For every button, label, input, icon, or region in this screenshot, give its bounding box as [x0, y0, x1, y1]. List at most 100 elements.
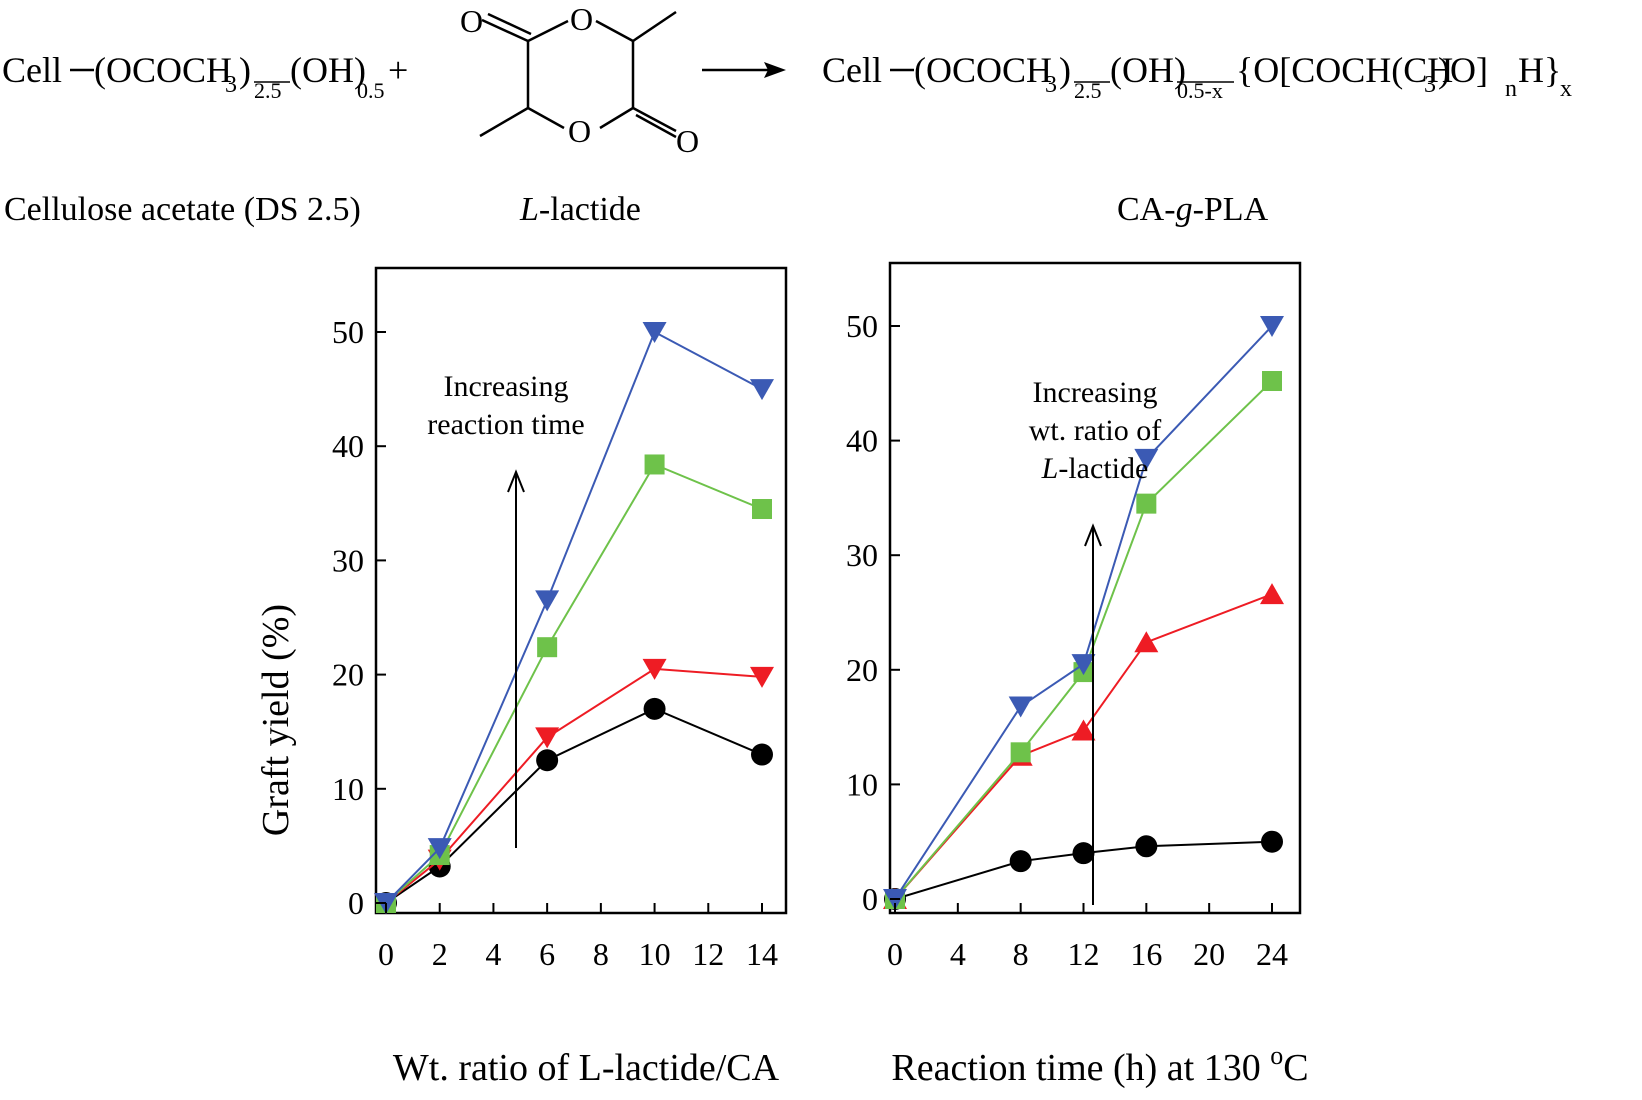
data-point-series-3 — [644, 454, 665, 475]
product-hydroxyl-ds: 0.5-x — [1177, 78, 1223, 103]
y-tick-label: 10 — [846, 766, 878, 802]
hydroxyl-group: (OH) — [290, 50, 366, 90]
carbonyl-oxygen-bottom: O — [676, 123, 699, 159]
x-tick-label: 6 — [539, 936, 555, 972]
x-tick-label: 8 — [1013, 936, 1029, 972]
data-point-series-2 — [535, 727, 560, 749]
graft-chain-n: n — [1505, 76, 1517, 102]
lactide-structure — [479, 10, 677, 139]
data-point-series-3 — [1010, 742, 1031, 763]
lactide-label: L-lactide — [519, 191, 641, 228]
data-point-series-1 — [536, 749, 559, 772]
graft-chain-b: )O] — [1438, 50, 1488, 90]
plus-sign: + — [388, 50, 408, 90]
y-axis-title: Graft yield (%) — [255, 604, 297, 836]
product-acetate-close: ) — [1059, 50, 1071, 90]
acetate-ds: 2.5 — [254, 78, 282, 103]
plot-frame-left — [374, 266, 788, 915]
x-tick-label: 4 — [950, 936, 966, 972]
data-point-series-1 — [1135, 835, 1158, 858]
data-point-series-4 — [535, 590, 560, 612]
y-tick-label: 40 — [846, 423, 878, 459]
y-tick-label: 0 — [348, 885, 364, 921]
data-point-series-4 — [1008, 696, 1033, 718]
reaction-scheme: Cell (OCOCH 3 ) 2.5 (OH) 0.5 + Cellulose… — [2, 1, 1572, 228]
data-point-series-1 — [643, 697, 666, 720]
cellulose-acetate-formula: Cell (OCOCH 3 ) 2.5 (OH) 0.5 + — [2, 50, 408, 103]
x-tick-label: 0 — [378, 936, 394, 972]
carbonyl-oxygen-top: O — [460, 3, 483, 39]
data-point-series-1 — [1009, 850, 1032, 873]
data-point-series-1 — [1261, 830, 1283, 853]
acetate-subscript: 3 — [225, 72, 237, 98]
chart-right: 0 10 20 30 40 50 0 4 8 12 16 20 24 Reaction time (h… — [846, 261, 1309, 1089]
annotation-right-line1: Increasing — [1033, 376, 1158, 409]
graft-chain-c: H} — [1518, 50, 1561, 90]
product-acetate-subscript: 3 — [1045, 72, 1057, 98]
cellulose-acetate-label: Cellulose acetate (DS 2.5) — [4, 191, 361, 228]
data-point-series-4 — [1071, 654, 1096, 676]
x-tick-label: 24 — [1256, 936, 1288, 972]
data-point-series-4 — [750, 379, 774, 401]
y-tick-label: 10 — [332, 771, 364, 807]
product-hydroxyl-group: (OH) — [1110, 50, 1186, 90]
product-acetate-group: (OCOCH — [914, 50, 1052, 90]
series-line-3 — [385, 463, 763, 904]
x-tick-label: 0 — [887, 936, 903, 972]
x-tick-label: 12 — [692, 936, 724, 972]
data-point-series-2 — [1134, 631, 1159, 653]
y-tick-label: 30 — [332, 542, 364, 578]
y-tick-label: 50 — [332, 314, 364, 350]
graft-chain-subscript: 3 — [1424, 72, 1436, 98]
product-label: CA-g-PLA — [1117, 191, 1269, 228]
annotation-right: Increasing wt. ratio of L-lactide — [1029, 376, 1161, 905]
y-tick-label: 30 — [846, 537, 878, 573]
annotation-right-line3: L-lactide — [1041, 452, 1149, 485]
data-point-series-1 — [1072, 842, 1095, 865]
ring-oxygen-top: O — [570, 1, 593, 37]
data-point-series-3 — [1262, 371, 1282, 392]
data-point-series-2 — [1071, 719, 1096, 741]
product-cell-prefix: Cell — [822, 50, 882, 90]
series-line-4 — [894, 325, 1273, 900]
data-point-series-3 — [1136, 493, 1157, 514]
x-axis-title-right: Reaction time (h) at 130 oC — [891, 1041, 1308, 1089]
annotation-left-line2: reaction time — [427, 408, 584, 441]
data-point-series-4 — [1134, 448, 1159, 470]
data-point-series-2 — [642, 658, 667, 680]
y-tick-label: 20 — [332, 657, 364, 693]
acetate-group: (OCOCH — [94, 50, 232, 90]
x-tick-label: 2 — [432, 936, 448, 972]
annotation-left-line1: Increasing — [444, 370, 569, 403]
data-point-series-2 — [1260, 583, 1284, 605]
acetate-close: ) — [239, 50, 251, 90]
data-point-series-1 — [751, 743, 773, 766]
annotation-left: Increasing reaction time — [427, 370, 585, 848]
x-axis-title-left: Wt. ratio of L-lactide/CA — [393, 1047, 780, 1089]
y-tick-label: 50 — [846, 308, 878, 344]
lactide-atoms: O O O O — [460, 1, 699, 159]
product-acetate-ds: 2.5 — [1074, 78, 1102, 103]
graft-chain-a: {O[COCH(CH — [1236, 50, 1453, 90]
x-tick-label: 12 — [1068, 936, 1100, 972]
x-tick-label: 8 — [593, 936, 609, 972]
y-tick-label: 40 — [332, 428, 364, 464]
data-point-series-4 — [642, 322, 667, 343]
data-point-series-4 — [1260, 316, 1284, 337]
plot-frame-right — [888, 261, 1302, 915]
y-tick-label: 20 — [846, 652, 878, 688]
x-tick-label: 14 — [746, 936, 778, 972]
cell-prefix: Cell — [2, 50, 62, 90]
x-tick-label: 16 — [1130, 936, 1162, 972]
product-formula: Cell (OCOCH 3 ) 2.5 (OH) 0.5-x {O[COCH(C… — [822, 50, 1572, 103]
x-tick-label: 20 — [1193, 936, 1225, 972]
data-point-series-2 — [750, 666, 774, 688]
y-tick-label: 0 — [862, 881, 878, 917]
data-point-series-4 — [427, 838, 452, 860]
x-tick-label: 10 — [639, 936, 671, 972]
ring-oxygen-bottom: O — [568, 113, 591, 149]
hydroxyl-ds: 0.5 — [357, 78, 385, 103]
graft-chain-x: x — [1560, 76, 1572, 102]
